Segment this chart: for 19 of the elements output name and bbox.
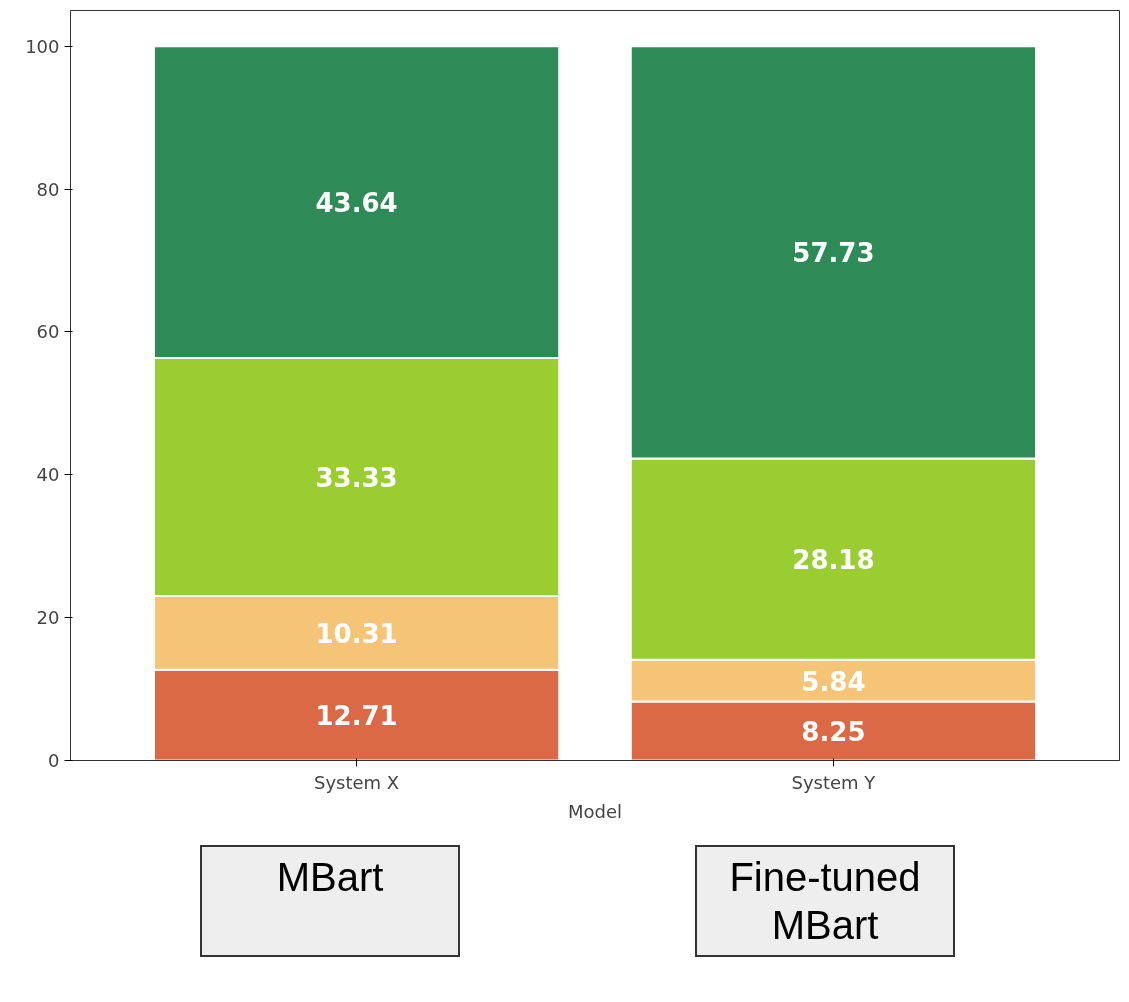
data-label: 12.71 [315,701,398,732]
y-tick-label: 0 [48,750,60,771]
text: Fine-tuned MBart [729,854,921,949]
y-tick-label: 40 [36,464,60,486]
y-tick-label: 60 [36,321,60,343]
data-label: 57.73 [792,238,875,269]
y-tick-label: 20 [36,607,60,629]
x-tick-label: System Y [791,771,877,793]
data-label: 33.33 [315,463,398,494]
y-tick-label: 80 [36,178,60,200]
text: MBart [276,854,384,901]
data-label: 8.25 [801,717,866,748]
x-axis-title: Model [567,800,623,822]
y-tick-label: 100 [25,35,60,57]
data-label: 43.64 [315,188,398,219]
data-label: 5.84 [801,666,866,697]
x-tick-label: System X [314,771,400,793]
data-label: 10.31 [315,618,398,649]
data-label: 28.18 [792,545,875,576]
